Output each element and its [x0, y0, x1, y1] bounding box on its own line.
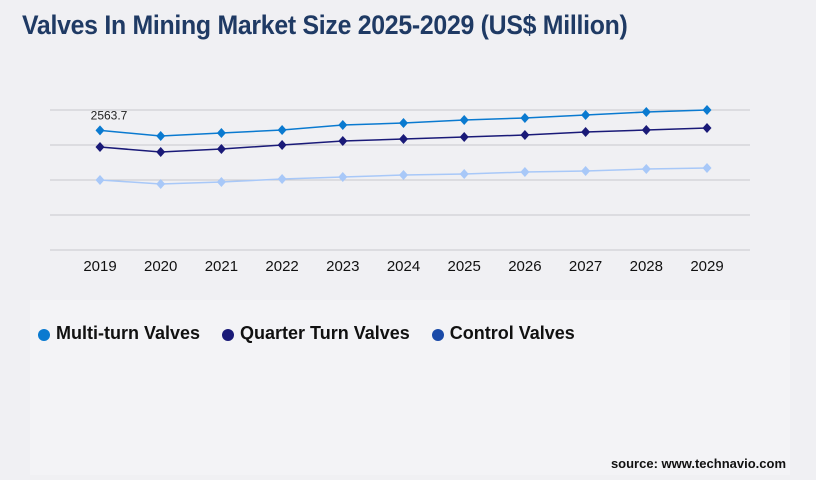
x-tick-label: 2025 [448, 258, 481, 275]
legend-marker-icon [431, 329, 444, 341]
data-point [399, 118, 408, 129]
legend: Multi-turn Valves Quarter Turn Valves Cont… [38, 323, 575, 344]
data-point [216, 128, 226, 139]
x-tick-label: 2027 [569, 258, 602, 275]
data-point [459, 114, 469, 125]
legend-label: Quarter Turn Valves [240, 323, 410, 343]
data-point [216, 177, 226, 188]
data-point [520, 112, 530, 123]
legend-item: Control Valves [431, 323, 575, 344]
x-tick-label: 2020 [144, 258, 177, 275]
legend-marker-icon [222, 329, 235, 341]
legend-item: Quarter Turn Valves [222, 323, 410, 344]
data-point [520, 167, 530, 178]
data-point [338, 172, 348, 183]
x-tick-label: 2022 [265, 258, 298, 275]
data-point [702, 163, 712, 174]
source-text: source: www.technavio.com [610, 456, 786, 471]
data-point [641, 163, 651, 174]
data-point [277, 125, 287, 136]
x-tick-label: 2029 [690, 258, 723, 275]
data-point [95, 142, 105, 153]
data-point [459, 132, 469, 143]
data-label: 2563.7 [91, 108, 128, 122]
data-point [277, 140, 287, 150]
data-point [95, 175, 105, 185]
data-point [156, 147, 166, 157]
data-point [95, 125, 105, 136]
data-point [641, 107, 651, 118]
data-point [156, 179, 166, 190]
data-point [520, 130, 530, 141]
line-chart: 2019 2020 2021 2022 2023 2024 2025 2026 2027 2028… [50, 105, 750, 275]
data-point [702, 123, 712, 134]
legend-label: Multi-turn Valves [56, 323, 201, 343]
data-point [216, 144, 226, 155]
legend-panel [30, 300, 790, 475]
data-point [702, 105, 712, 115]
data-point [156, 130, 166, 141]
data-point [399, 170, 408, 181]
x-tick-label: 2021 [205, 258, 238, 275]
data-point [581, 165, 591, 176]
x-tick-label: 2023 [326, 258, 359, 275]
x-tick-label: 2019 [83, 258, 116, 275]
data-point [338, 119, 348, 130]
x-tick-label: 2026 [508, 258, 541, 275]
data-point [399, 133, 408, 144]
data-point [338, 135, 348, 146]
data-point [277, 174, 287, 185]
legend-marker-icon [38, 329, 50, 341]
x-tick-label: 2024 [387, 258, 420, 275]
legend-label: Control Valves [449, 323, 575, 343]
chart-title: Valves In Mining Market Size 2025-2029 (… [22, 10, 628, 40]
data-point [581, 109, 591, 120]
legend-item: Multi-turn Valves [38, 323, 200, 344]
x-tick-label: 2028 [630, 258, 663, 275]
data-point [459, 168, 469, 179]
data-point [641, 125, 651, 136]
data-point [581, 126, 591, 137]
